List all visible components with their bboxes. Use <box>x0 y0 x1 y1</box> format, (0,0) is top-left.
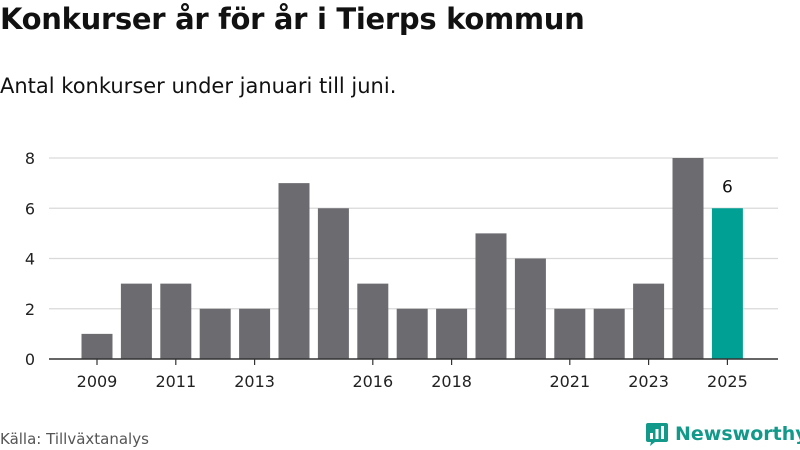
x-tick-label: 2016 <box>352 372 393 391</box>
bar-chart: 0 2 4 6 8 2009 2011 2013 2016 2018 2021 2023 2025 6 <box>25 149 778 391</box>
bar-2016 <box>357 283 389 359</box>
bar-2017 <box>396 308 428 359</box>
bar-2024 <box>672 158 704 359</box>
y-tick-label: 8 <box>25 149 35 168</box>
y-tick-label: 0 <box>25 350 35 369</box>
bar-2023 <box>633 283 665 359</box>
grid-lines <box>49 157 778 310</box>
y-axis-ticks: 0 2 4 6 8 <box>25 149 35 369</box>
bar-2021 <box>554 308 586 359</box>
x-tick-label: 2025 <box>707 372 748 391</box>
newsworthy-logo-icon <box>646 423 668 446</box>
x-tick-label: 2021 <box>549 372 590 391</box>
source-note: Källa: Tillväxtanalys <box>0 430 149 448</box>
bar-2010 <box>120 283 152 359</box>
bar-2013 <box>239 308 271 359</box>
bar-2020 <box>514 258 546 359</box>
brand-logo: Newsworthy <box>645 420 800 448</box>
bar-2012 <box>199 308 231 359</box>
bar-2022 <box>593 308 625 359</box>
data-labels: 6 <box>722 177 733 197</box>
data-label-2025: 6 <box>722 177 733 197</box>
bar-2015 <box>317 208 349 359</box>
x-tick-label: 2011 <box>155 372 196 391</box>
chart-subtitle: Antal konkurser under januari till juni. <box>0 74 397 98</box>
chart-title: Konkurser år för år i Tierps kommun <box>0 2 585 36</box>
brand-name: Newsworthy <box>675 423 800 445</box>
x-tick-label: 2009 <box>77 372 118 391</box>
x-tick-label: 2013 <box>234 372 275 391</box>
bar-2011 <box>160 283 192 359</box>
bar-2018 <box>436 308 468 359</box>
x-tick-label: 2023 <box>628 372 669 391</box>
bar-2014 <box>278 183 310 359</box>
x-tick-label: 2018 <box>431 372 472 391</box>
bar-2019 <box>475 233 507 359</box>
bar-2025 <box>711 208 743 359</box>
bars <box>81 158 743 359</box>
y-tick-label: 2 <box>25 300 35 319</box>
y-tick-label: 6 <box>25 199 35 218</box>
y-tick-label: 4 <box>25 250 35 269</box>
bar-2009 <box>81 333 113 359</box>
x-axis-ticks: 2009 2011 2013 2016 2018 2021 2023 2025 <box>77 359 748 391</box>
